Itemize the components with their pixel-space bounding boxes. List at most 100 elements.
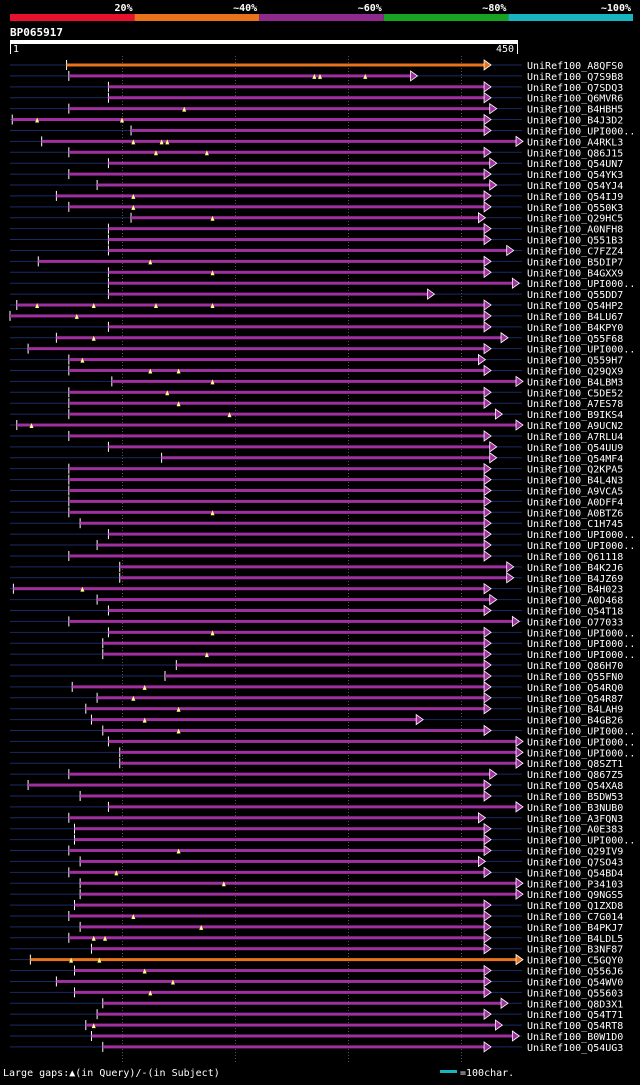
hit-bar[interactable]	[97, 598, 490, 602]
hit-label[interactable]: UniRef100_A0E383	[527, 825, 623, 836]
hit-row[interactable]: UniRef100_Q55F68	[10, 331, 623, 345]
hit-row[interactable]: UniRef100_C7FZZ4	[10, 244, 623, 257]
hit-row[interactable]: UniRef100_B4GXX9	[10, 266, 623, 279]
hit-label[interactable]: UniRef100_Q54WV0	[527, 977, 623, 988]
hit-bar[interactable]	[72, 685, 485, 689]
hit-label[interactable]: UniRef100_Q7SO43	[527, 857, 623, 868]
hit-row[interactable]: UniRef100_B3NF87	[10, 942, 623, 956]
hit-bar[interactable]	[91, 1034, 513, 1038]
hit-bar[interactable]	[165, 674, 485, 678]
hit-label[interactable]: UniRef100_Q7SDQ3	[527, 83, 623, 94]
hit-bar[interactable]	[108, 96, 485, 100]
hit-row[interactable]: UniRef100_Q7SO43	[10, 855, 623, 868]
hit-row[interactable]: UniRef100_A0BTZ6	[10, 506, 623, 519]
hit-bar[interactable]	[111, 379, 516, 383]
hit-row[interactable]: UniRef100_Q54IJ9	[10, 190, 623, 203]
hit-label[interactable]: UniRef100_B4LDL5	[527, 934, 623, 945]
hit-label[interactable]: UniRef100_B4LBM3	[527, 377, 623, 388]
hit-row[interactable]: UniRef100_Q551B3	[10, 233, 623, 247]
hit-bar[interactable]	[68, 510, 485, 514]
hit-row[interactable]: UniRef100_Q54BD4	[10, 866, 623, 879]
hit-row[interactable]: UniRef100_Q54RT8	[10, 1019, 623, 1032]
hit-row[interactable]: UniRef100_UPI000..	[10, 648, 635, 661]
hit-label[interactable]: UniRef100_Q61118	[527, 552, 623, 563]
hit-label[interactable]: UniRef100_Q551B3	[527, 236, 623, 247]
hit-label[interactable]: UniRef100_Q54MF4	[527, 454, 623, 465]
hit-bar[interactable]	[108, 85, 485, 89]
hit-label[interactable]: UniRef100_UPI000..	[527, 279, 635, 290]
hit-row[interactable]: UniRef100_A9VCA5	[10, 484, 623, 497]
hit-label[interactable]: UniRef100_Q9NGS5	[527, 890, 623, 901]
hit-bar[interactable]	[108, 325, 485, 329]
hit-bar[interactable]	[28, 347, 485, 351]
hit-row[interactable]: UniRef100_UPI000..	[10, 833, 635, 847]
hit-bar[interactable]	[80, 521, 485, 525]
hit-label[interactable]: UniRef100_Q54YK3	[527, 170, 623, 181]
hit-label[interactable]: UniRef100_C5GQY0	[527, 956, 623, 967]
hit-row[interactable]: UniRef100_P34103	[10, 877, 623, 890]
hit-label[interactable]: UniRef100_Q54UN7	[527, 159, 623, 170]
hit-label[interactable]: UniRef100_C1H745	[527, 519, 623, 530]
hit-row[interactable]: UniRef100_A0DFF4	[10, 495, 623, 508]
hit-row[interactable]: UniRef100_UPI000..	[10, 637, 635, 650]
hit-bar[interactable]	[102, 729, 485, 733]
hit-row[interactable]: UniRef100_B4LDL5	[10, 932, 623, 945]
hit-label[interactable]: UniRef100_A0DFF4	[527, 497, 623, 508]
hit-row[interactable]: UniRef100_Q6MVR6	[10, 91, 623, 105]
hit-label[interactable]: UniRef100_Q54R87	[527, 694, 623, 705]
hit-bar[interactable]	[66, 63, 485, 67]
hit-label[interactable]: UniRef100_Q54IJ9	[527, 192, 623, 203]
hit-label[interactable]: UniRef100_Q550K3	[527, 203, 623, 214]
hit-row[interactable]: UniRef100_Q9NGS5	[10, 888, 623, 901]
hit-label[interactable]: UniRef100_A9VCA5	[527, 486, 623, 497]
hit-label[interactable]: UniRef100_Q54T71	[527, 1010, 623, 1021]
hit-label[interactable]: UniRef100_B5DW53	[527, 792, 623, 803]
hit-bar[interactable]	[41, 139, 516, 143]
hit-label[interactable]: UniRef100_A0BTZ6	[527, 508, 623, 519]
hit-bar[interactable]	[91, 947, 485, 951]
hit-row[interactable]: UniRef100_A4RKL3	[10, 135, 623, 148]
hit-bar[interactable]	[12, 118, 485, 122]
hit-bar[interactable]	[30, 958, 516, 962]
hit-bar[interactable]	[68, 467, 485, 471]
hit-bar[interactable]	[97, 696, 485, 700]
hit-bar[interactable]	[108, 270, 485, 274]
hit-label[interactable]: UniRef100_UPI000..	[527, 530, 635, 541]
hit-bar[interactable]	[68, 150, 485, 154]
hit-label[interactable]: UniRef100_B4JZ69	[527, 574, 623, 585]
hit-label[interactable]: UniRef100_A3FQN3	[527, 814, 623, 825]
hit-bar[interactable]	[80, 881, 516, 885]
hit-bar[interactable]	[97, 183, 490, 187]
hit-bar[interactable]	[68, 172, 485, 176]
hit-row[interactable]: UniRef100_UPI000..	[10, 528, 635, 541]
hit-bar[interactable]	[102, 1045, 485, 1049]
hit-label[interactable]: UniRef100_Q2KPA5	[527, 465, 623, 476]
hit-bar[interactable]	[68, 368, 485, 372]
hit-row[interactable]: UniRef100_Q29QX9	[10, 364, 623, 377]
hit-row[interactable]: UniRef100_B4KPY0	[10, 321, 623, 334]
hit-label[interactable]: UniRef100_Q54BD4	[527, 868, 623, 879]
hit-label[interactable]: UniRef100_Q55603	[527, 988, 623, 999]
hit-row[interactable]: UniRef100_Q7S9B8	[10, 70, 623, 83]
hit-label[interactable]: UniRef100_Q6MVR6	[527, 94, 623, 105]
hit-row[interactable]: UniRef100_Q8D3X1	[10, 997, 623, 1010]
hit-bar[interactable]	[119, 761, 517, 765]
hit-label[interactable]: UniRef100_A0D468	[527, 596, 623, 607]
hit-bar[interactable]	[13, 587, 485, 591]
hit-label[interactable]: UniRef100_Q54UU9	[527, 443, 623, 454]
hit-label[interactable]: UniRef100_Q86J15	[527, 148, 623, 159]
hit-label[interactable]: UniRef100_B3NF87	[527, 945, 623, 956]
hit-bar[interactable]	[68, 478, 485, 482]
hit-bar[interactable]	[68, 390, 485, 394]
hit-label[interactable]: UniRef100_B4H023	[527, 585, 623, 596]
hit-row[interactable]: UniRef100_C5DE52	[10, 386, 623, 399]
hit-row[interactable]: UniRef100_Q54UN7	[10, 157, 623, 170]
hit-row[interactable]: UniRef100_B4GB26	[10, 713, 623, 727]
hit-label[interactable]: UniRef100_B4GXX9	[527, 268, 623, 279]
hit-row[interactable]: UniRef100_A0E383	[10, 822, 623, 836]
hit-bar[interactable]	[131, 128, 485, 132]
hit-bar[interactable]	[38, 259, 485, 263]
hit-row[interactable]: UniRef100_A9UCN2	[10, 419, 623, 432]
hit-bar[interactable]	[119, 565, 507, 569]
hit-row[interactable]: UniRef100_Q55DD7	[10, 288, 623, 301]
